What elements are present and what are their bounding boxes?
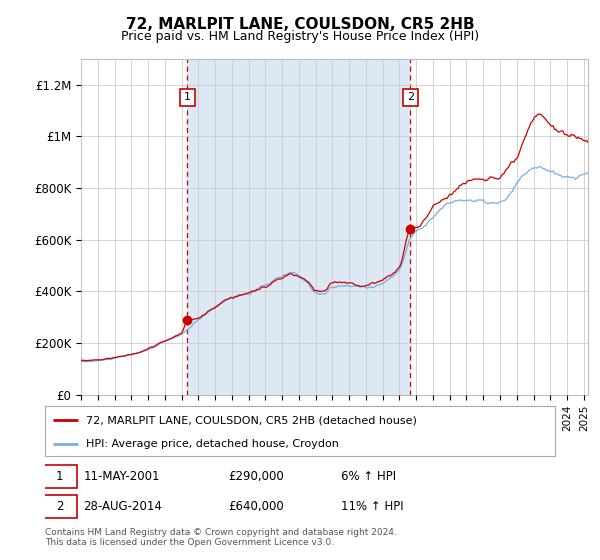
- Text: 1: 1: [184, 92, 191, 102]
- Text: 2: 2: [407, 92, 414, 102]
- FancyBboxPatch shape: [43, 465, 77, 488]
- Text: £290,000: £290,000: [229, 470, 284, 483]
- Text: 6% ↑ HPI: 6% ↑ HPI: [341, 470, 396, 483]
- Text: 72, MARLPIT LANE, COULSDON, CR5 2HB (detached house): 72, MARLPIT LANE, COULSDON, CR5 2HB (det…: [86, 415, 416, 425]
- Text: 2: 2: [56, 500, 64, 513]
- Text: 28-AUG-2014: 28-AUG-2014: [83, 500, 162, 513]
- Text: Contains HM Land Registry data © Crown copyright and database right 2024.
This d: Contains HM Land Registry data © Crown c…: [45, 528, 397, 547]
- Bar: [187, 59, 410, 395]
- FancyBboxPatch shape: [43, 494, 77, 518]
- Text: 11-MAY-2001: 11-MAY-2001: [83, 470, 160, 483]
- Text: Price paid vs. HM Land Registry's House Price Index (HPI): Price paid vs. HM Land Registry's House …: [121, 30, 479, 43]
- Text: HPI: Average price, detached house, Croydon: HPI: Average price, detached house, Croy…: [86, 439, 338, 449]
- Text: £640,000: £640,000: [229, 500, 284, 513]
- Text: 1: 1: [56, 470, 64, 483]
- Text: 11% ↑ HPI: 11% ↑ HPI: [341, 500, 403, 513]
- Text: 72, MARLPIT LANE, COULSDON, CR5 2HB: 72, MARLPIT LANE, COULSDON, CR5 2HB: [125, 17, 475, 32]
